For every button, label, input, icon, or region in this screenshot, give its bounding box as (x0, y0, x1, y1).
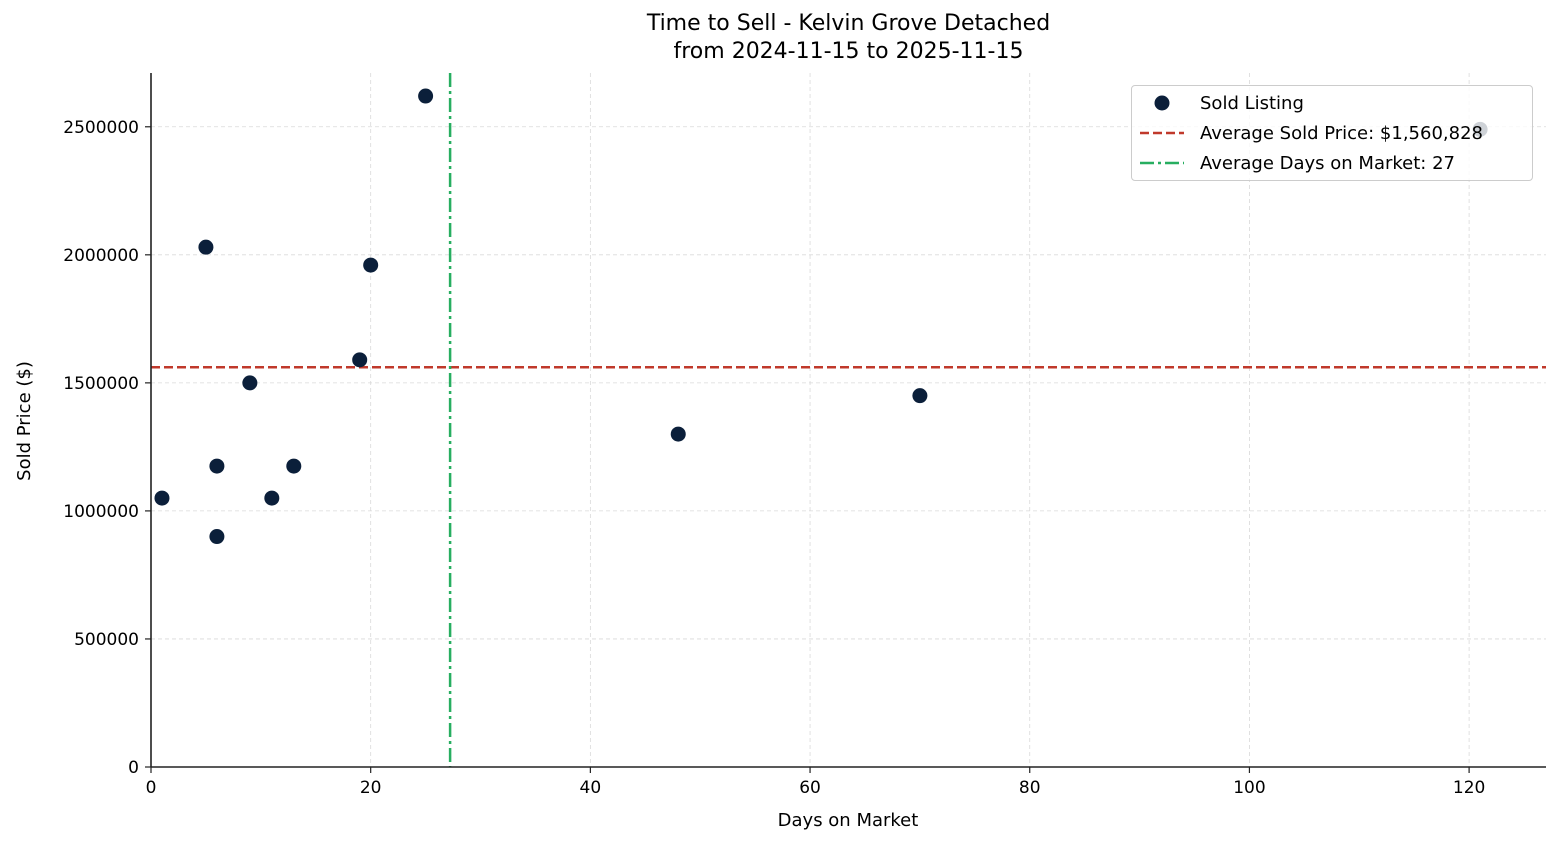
marker-icon (1140, 93, 1190, 113)
x-tick-label: 40 (580, 778, 602, 798)
data-point (912, 388, 928, 404)
dashed-line-icon (1140, 123, 1190, 143)
x-tick-label: 80 (1019, 778, 1041, 798)
y-tick-label: 500000 (74, 630, 139, 650)
data-point (352, 352, 368, 368)
reference-lines (151, 73, 1546, 767)
legend-item-average-price: Average Sold Price: $1,560,828 (1132, 118, 1483, 148)
legend-label: Sold Listing (1200, 92, 1304, 114)
data-point (264, 490, 280, 506)
data-points (154, 88, 1488, 545)
x-tick-label: 0 (146, 778, 157, 798)
y-tick-label: 2500000 (63, 118, 139, 138)
chart-title: Time to Sell - Kelvin Grove Detached fro… (0, 10, 1560, 66)
data-point (198, 239, 214, 255)
data-point (209, 529, 225, 545)
x-axis-label: Days on Market (778, 810, 919, 831)
axes (145, 73, 1546, 773)
data-point (242, 375, 258, 391)
legend: Sold Listing Average Sold Price: $1,560,… (1131, 85, 1533, 181)
legend-item-average-days: Average Days on Market: 27 (1132, 148, 1455, 178)
chart-title-line1: Time to Sell - Kelvin Grove Detached (646, 11, 1051, 36)
dashdot-line-icon (1140, 153, 1190, 173)
y-tick-label: 2000000 (63, 246, 139, 266)
tick-labels: 0 20 40 60 80 100 120 0 500000 1000000 1500000 2000… (63, 118, 1485, 798)
x-tick-label: 60 (799, 778, 821, 798)
data-point (418, 88, 434, 104)
data-point (670, 426, 686, 442)
x-tick-label: 120 (1453, 778, 1485, 798)
data-point (286, 458, 302, 474)
chart-title-line2: from 2024-11-15 to 2025-11-15 (673, 39, 1024, 64)
legend-label: Average Days on Market: 27 (1200, 152, 1455, 174)
y-tick-label: 0 (128, 758, 139, 778)
data-point (363, 257, 379, 273)
y-tick-label: 1000000 (63, 502, 139, 522)
y-axis-label: Sold Price ($) (14, 361, 35, 481)
y-tick-label: 1500000 (63, 374, 139, 394)
data-point (154, 490, 170, 506)
legend-label: Average Sold Price: $1,560,828 (1200, 122, 1483, 144)
data-point (209, 458, 225, 474)
legend-item-sold-listing: Sold Listing (1132, 88, 1304, 118)
x-tick-label: 20 (360, 778, 382, 798)
x-tick-label: 100 (1233, 778, 1265, 798)
